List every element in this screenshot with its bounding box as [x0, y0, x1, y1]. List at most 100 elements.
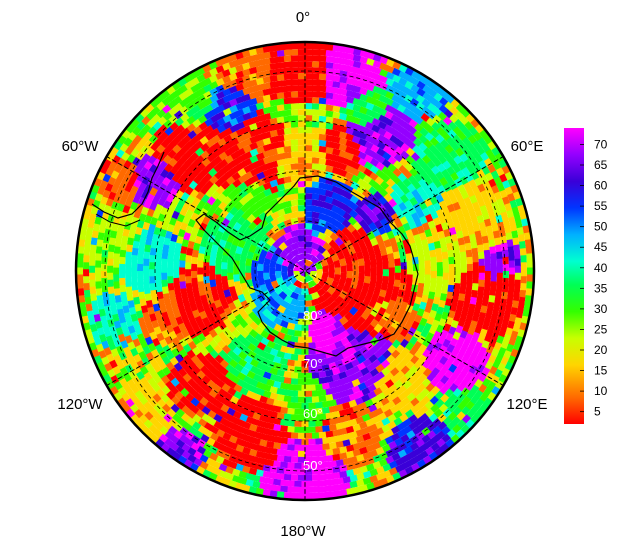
field-cell: [460, 265, 467, 274]
field-cell: [325, 165, 335, 173]
field-cell: [179, 252, 187, 261]
field-cell: [442, 258, 449, 267]
field-cell: [334, 340, 344, 349]
field-cell: [459, 251, 467, 260]
field-cell: [89, 271, 96, 280]
field-cell: [77, 266, 83, 275]
field-cell: [137, 263, 144, 271]
field-cell: [77, 273, 84, 282]
field-cell: [269, 141, 279, 150]
field-cell: [275, 412, 285, 420]
field-cell: [230, 318, 240, 328]
field-cell: [283, 133, 292, 141]
field-cell: [352, 267, 359, 275]
field-cell: [283, 212, 293, 221]
field-cell: [311, 432, 320, 439]
field-cell: [245, 279, 254, 288]
field-cell: [317, 449, 327, 457]
field-cell: [424, 260, 431, 269]
field-cell: [297, 235, 306, 242]
field-cell: [354, 285, 363, 295]
field-cell: [314, 426, 323, 433]
field-cell: [262, 181, 273, 191]
field-cell: [448, 277, 455, 286]
field-cell: [311, 169, 320, 176]
field-cell: [472, 262, 479, 271]
field-cell: [305, 79, 314, 86]
field-cell: [321, 400, 330, 408]
field-cell: [283, 370, 292, 378]
field-cell: [262, 156, 272, 165]
field-cell: [297, 229, 306, 236]
field-cell: [297, 205, 306, 212]
field-cell: [290, 175, 299, 182]
field-cell: [313, 283, 323, 293]
field-cell: [380, 217, 389, 228]
field-cell: [351, 148, 361, 157]
field-cell: [426, 235, 435, 245]
field-cell: [325, 134, 335, 142]
field-cell: [344, 191, 354, 201]
field-cell: [305, 121, 313, 128]
field-cell: [251, 201, 262, 211]
field-cell: [351, 404, 361, 413]
field-cell: [149, 247, 157, 256]
field-cell: [250, 174, 260, 184]
field-cell: [262, 168, 272, 178]
field-cell: [394, 219, 404, 229]
field-cell: [423, 198, 433, 208]
field-cell: [297, 211, 306, 218]
field-cell: [267, 312, 277, 322]
field-cell: [320, 300, 330, 309]
field-cell: [405, 214, 415, 224]
field-cell: [187, 295, 196, 305]
field-cell: [447, 310, 456, 320]
field-cell: [246, 205, 256, 216]
field-cell: [269, 129, 279, 138]
field-cell: [204, 289, 213, 298]
field-cell: [361, 247, 370, 257]
field-cell: [334, 237, 344, 247]
field-cell: [337, 345, 347, 354]
field-cell: [342, 249, 351, 259]
field-cell: [238, 181, 248, 191]
field-cell: [83, 275, 90, 284]
field-cell: [263, 188, 273, 197]
field-cell: [305, 235, 313, 242]
field-cell: [355, 251, 364, 260]
field-cell: [357, 402, 368, 411]
field-cell: [211, 308, 220, 318]
field-cell: [196, 213, 205, 224]
field-cell: [347, 353, 357, 363]
field-cell: [334, 295, 344, 306]
field-cell: [286, 328, 296, 337]
field-cell: [444, 298, 453, 308]
field-cell: [290, 353, 299, 361]
field-cell: [377, 226, 387, 236]
field-cell: [416, 308, 425, 318]
field-cell: [448, 271, 455, 279]
field-cell: [316, 268, 323, 278]
field-cell: [209, 265, 216, 273]
field-cell: [321, 272, 329, 281]
field-cell: [283, 238, 293, 247]
field-cell: [338, 316, 349, 326]
field-cell: [335, 416, 344, 424]
field-cell: [243, 164, 253, 174]
field-cell: [180, 328, 190, 338]
field-cell: [316, 252, 326, 262]
field-cell: [376, 272, 383, 281]
field-cell: [484, 256, 491, 265]
field-cell: [413, 233, 422, 243]
field-cell: [266, 236, 276, 247]
field-cell: [119, 283, 127, 293]
field-cell: [269, 123, 279, 132]
field-cell: [327, 286, 337, 296]
field-cell: [215, 259, 222, 268]
field-cell: [262, 383, 272, 392]
field-cell: [283, 182, 292, 190]
field-cell: [347, 373, 358, 383]
field-cell: [339, 112, 348, 121]
colorbar-tick-label: 45: [594, 240, 608, 254]
field-cell: [370, 237, 379, 247]
